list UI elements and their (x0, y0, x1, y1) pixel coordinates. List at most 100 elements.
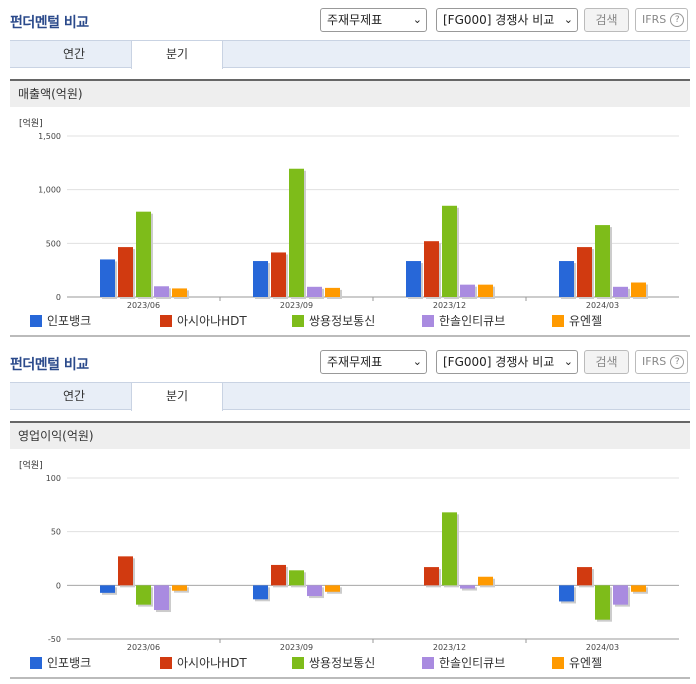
legend-swatch (292, 315, 304, 327)
tab-quarterly[interactable]: 분기 (131, 41, 223, 69)
bar (595, 585, 610, 620)
help-icon[interactable]: ? (670, 13, 685, 27)
legend-swatch (160, 657, 172, 669)
bar (253, 261, 268, 297)
bar (118, 556, 133, 586)
statement-select[interactable]: 주재무제표 ⌄ (320, 8, 427, 32)
unit-label: [억원] (19, 459, 43, 471)
bar (577, 567, 592, 586)
legend-label: 쌍용정보통신 (309, 314, 376, 328)
legend-swatch (30, 315, 42, 327)
bar (271, 252, 286, 297)
chart-legend: 인포뱅크 아시아나HDT 쌍용정보통신 한솔인티큐브 유엔젤 (30, 313, 680, 329)
chart-heading: 영업이익(억원) (10, 421, 690, 449)
statement-select-value: 주재무제표 (327, 355, 383, 369)
x-tick-label: 2023/09 (280, 643, 313, 651)
legend-swatch (552, 315, 564, 327)
legend-item[interactable]: 쌍용정보통신 (292, 655, 375, 671)
bar (253, 585, 268, 600)
revenue-panel: 펀더멘털 비교 주재무제표 ⌄ [FG000] 경쟁사 비교 ⌄ 검색 IFRS… (10, 8, 690, 337)
x-tick-label: 2023/06 (127, 301, 160, 309)
bar (100, 259, 115, 297)
legend-item[interactable]: 아시아나HDT (160, 655, 247, 671)
bar (577, 247, 592, 297)
bar (289, 570, 304, 586)
peer-select[interactable]: [FG000] 경쟁사 비교 ⌄ (436, 8, 578, 32)
tab-quarterly[interactable]: 분기 (131, 383, 223, 411)
search-button[interactable]: 검색 (584, 350, 629, 374)
x-tick-label: 2023/09 (280, 301, 313, 309)
bar (100, 585, 115, 593)
ifrs-label: IFRS (642, 13, 667, 26)
panel-title: 펀더멘털 비교 (10, 15, 89, 31)
y-tick-label: -50 (48, 635, 61, 644)
bar (307, 286, 322, 297)
legend-item[interactable]: 한솔인티큐브 (422, 655, 505, 671)
legend-item[interactable]: 인포뱅크 (30, 655, 91, 671)
legend-item[interactable]: 유엔젤 (552, 313, 602, 329)
bar (136, 585, 151, 605)
bar (442, 205, 457, 297)
chevron-down-icon: ⌄ (412, 355, 422, 368)
peer-select[interactable]: [FG000] 경쟁사 비교 ⌄ (436, 350, 578, 374)
x-tick-label: 2024/03 (586, 643, 619, 651)
bar (478, 284, 493, 297)
legend-swatch (422, 657, 434, 669)
legend-label: 한솔인티큐브 (439, 314, 506, 328)
panel-header: 펀더멘털 비교 주재무제표 ⌄ [FG000] 경쟁사 비교 ⌄ 검색 IFRS… (0, 342, 696, 378)
divider (10, 335, 690, 337)
x-tick-label: 2023/06 (127, 643, 160, 651)
y-tick-label: 0 (56, 581, 61, 590)
legend-label: 인포뱅크 (47, 314, 92, 328)
legend-item[interactable]: 유엔젤 (552, 655, 602, 671)
legend-swatch (292, 657, 304, 669)
bar (613, 585, 628, 605)
tab-annual[interactable]: 연간 (62, 389, 86, 403)
period-tabs: 연간 분기 (10, 40, 690, 69)
bar (559, 585, 574, 602)
legend-label: 인포뱅크 (47, 656, 92, 670)
bar (460, 284, 475, 297)
search-button[interactable]: 검색 (584, 8, 629, 32)
panel-title: 펀더멘털 비교 (10, 357, 89, 373)
tab-annual[interactable]: 연간 (62, 47, 86, 61)
bar (559, 261, 574, 297)
legend-item[interactable]: 쌍용정보통신 (292, 313, 375, 329)
legend-label: 아시아나HDT (177, 656, 247, 670)
bar (172, 288, 187, 297)
legend-item[interactable]: 한솔인티큐브 (422, 313, 505, 329)
x-tick-label: 2024/03 (586, 301, 619, 309)
y-tick-label: 500 (46, 239, 61, 248)
legend-label: 유엔젤 (569, 656, 603, 670)
y-tick-label: 50 (51, 528, 61, 537)
chevron-down-icon: ⌄ (563, 13, 573, 26)
statement-select[interactable]: 주재무제표 ⌄ (320, 350, 427, 374)
bar (325, 585, 340, 592)
legend-item[interactable]: 아시아나HDT (160, 313, 247, 329)
legend-label: 아시아나HDT (177, 314, 247, 328)
chart-legend: 인포뱅크 아시아나HDT 쌍용정보통신 한솔인티큐브 유엔젤 (30, 655, 680, 671)
legend-swatch (422, 315, 434, 327)
bar (631, 282, 646, 297)
operating-income-chart: [억원] -50 0 50 100 2023/06 2023/09 2023/12 2024/0… (19, 459, 679, 651)
ifrs-toggle[interactable]: IFRS? (635, 8, 688, 32)
bar (136, 211, 151, 297)
legend-label: 쌍용정보통신 (309, 656, 376, 670)
legend-item[interactable]: 인포뱅크 (30, 313, 91, 329)
bar (289, 168, 304, 297)
help-icon[interactable]: ? (670, 355, 685, 369)
ifrs-toggle[interactable]: IFRS? (635, 350, 688, 374)
bar (271, 564, 286, 586)
y-tick-label: 100 (46, 474, 61, 483)
y-tick-label: 0 (56, 293, 61, 302)
legend-label: 한솔인티큐브 (439, 656, 506, 670)
x-tick-label: 2023/12 (433, 643, 466, 651)
chevron-down-icon: ⌄ (563, 355, 573, 368)
legend-label: 유엔젤 (569, 314, 603, 328)
statement-select-value: 주재무제표 (327, 13, 383, 27)
bar (325, 287, 340, 297)
revenue-chart: [억원] 0 500 1,000 1,500 2023/06 2023/09 2023/12 2… (19, 117, 679, 309)
bar (154, 585, 169, 611)
chevron-down-icon: ⌄ (412, 13, 422, 26)
bar (118, 247, 133, 297)
